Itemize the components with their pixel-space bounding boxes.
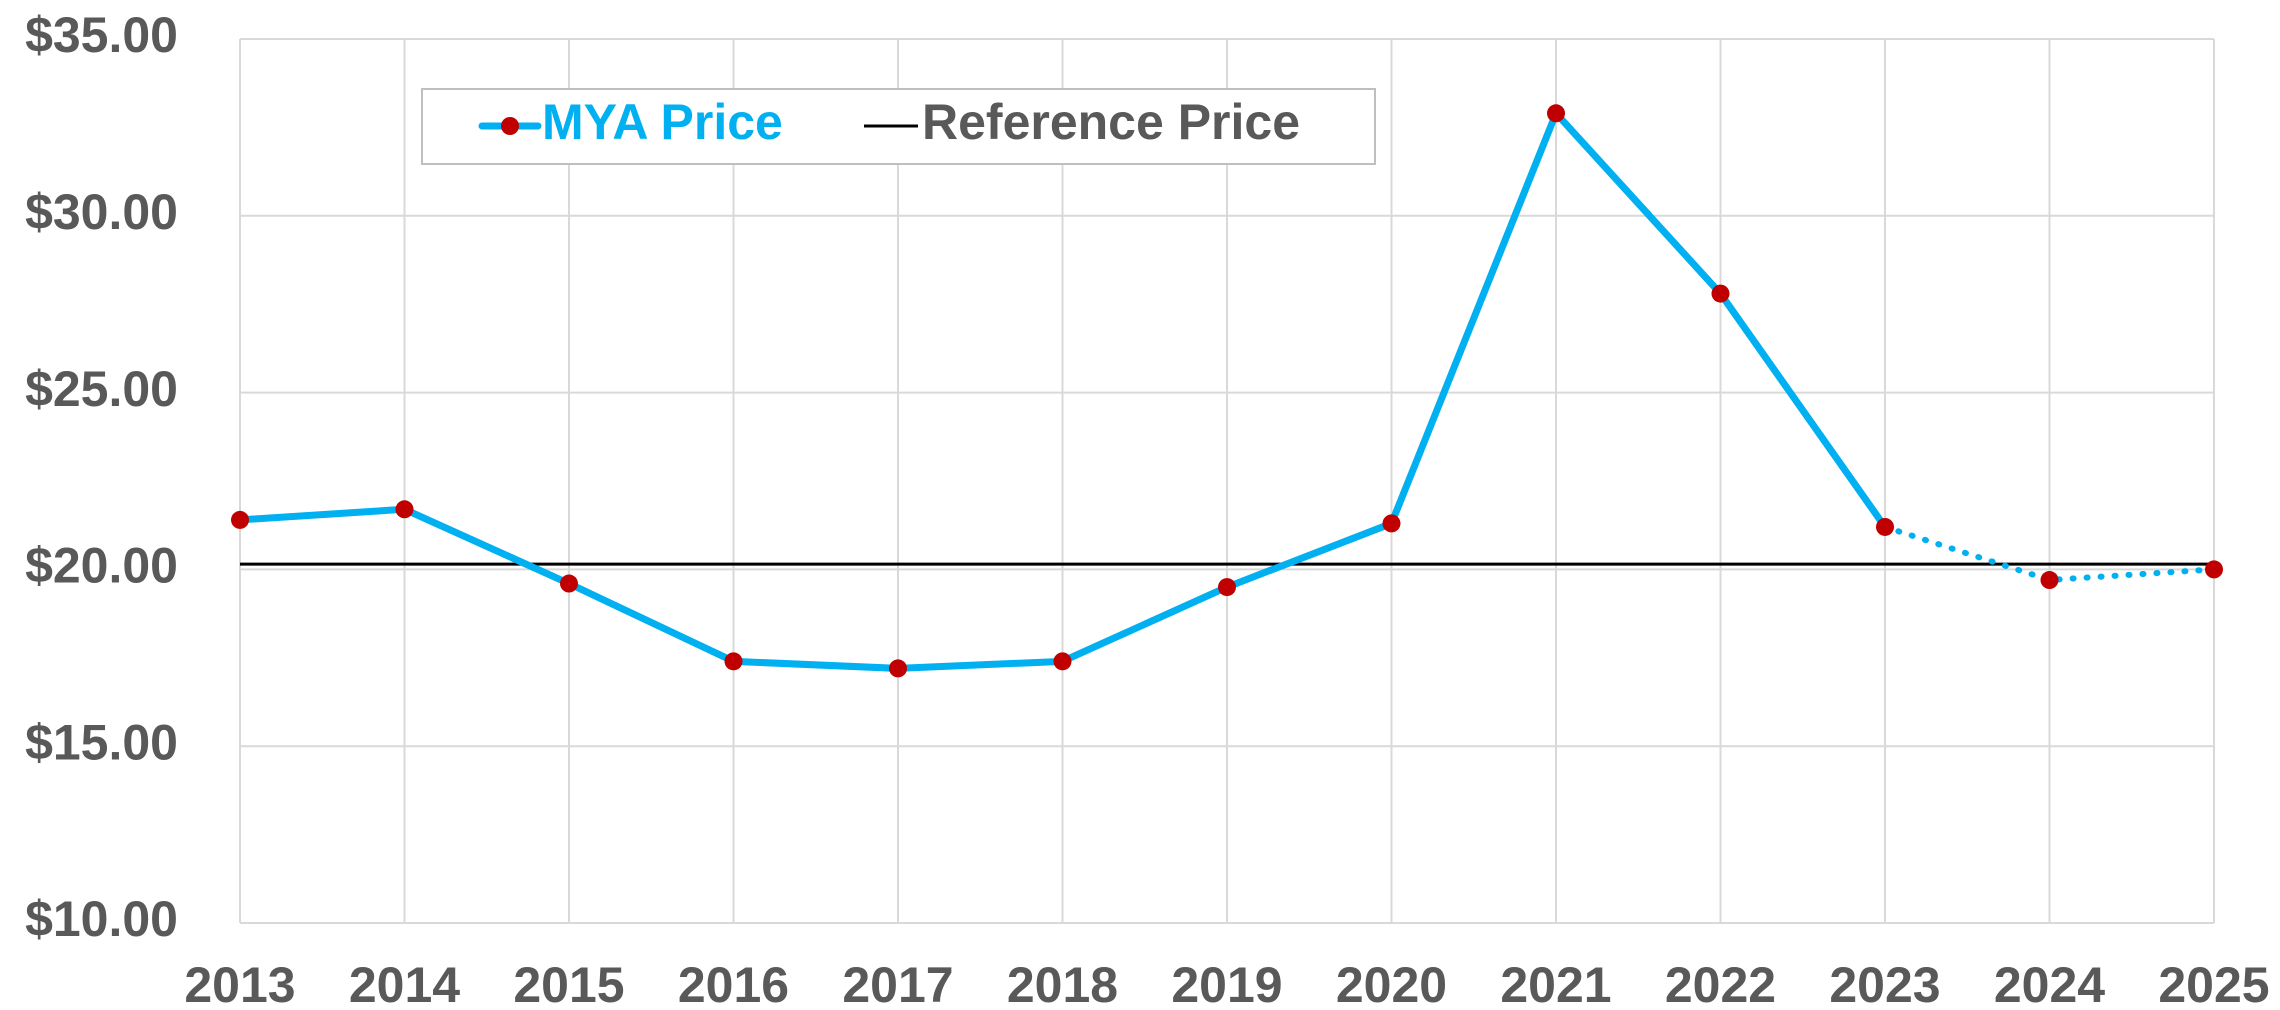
- line-projected: [1882, 523, 2217, 584]
- x-tick-label: 2017: [842, 957, 953, 1010]
- marker: [1218, 578, 1236, 597]
- x-tick-label: 2016: [678, 957, 789, 1010]
- marker: [231, 510, 249, 529]
- marker: [2205, 560, 2223, 579]
- x-tick-label: 2015: [513, 957, 624, 1010]
- marker: [889, 659, 907, 678]
- y-tick-label: $20.00: [25, 538, 178, 594]
- marker: [724, 652, 743, 671]
- x-tick-label: 2023: [1829, 957, 1940, 1010]
- y-tick-label: $30.00: [25, 184, 178, 240]
- x-tick-label: 2021: [1500, 957, 1611, 1010]
- x-tick-label: 2025: [2158, 957, 2269, 1010]
- marker: [1382, 514, 1401, 533]
- y-tick-label: $35.00: [25, 7, 178, 63]
- x-tick-label: 2024: [1994, 957, 2105, 1010]
- marker: [560, 574, 578, 593]
- x-tick-label: 2022: [1665, 957, 1776, 1010]
- legend-marker: [501, 117, 519, 135]
- x-tick-label: 2013: [184, 957, 295, 1010]
- marker: [1053, 652, 1072, 671]
- marker: [395, 500, 414, 519]
- marker: [2040, 571, 2059, 590]
- marker: [1711, 284, 1730, 303]
- legend-label: Reference Price: [922, 94, 1300, 150]
- legend-label: MYA Price: [542, 94, 783, 150]
- y-tick-label: $25.00: [25, 361, 178, 417]
- x-tick-label: 2020: [1336, 957, 1447, 1010]
- x-tick-label: 2018: [1007, 957, 1118, 1010]
- x-tick-label: 2014: [349, 957, 460, 1010]
- marker: [1876, 517, 1894, 536]
- marker: [1547, 104, 1565, 123]
- x-tick-label: 2019: [1171, 957, 1282, 1010]
- y-tick-label: $10.00: [25, 891, 178, 947]
- y-tick-label: $15.00: [25, 714, 178, 770]
